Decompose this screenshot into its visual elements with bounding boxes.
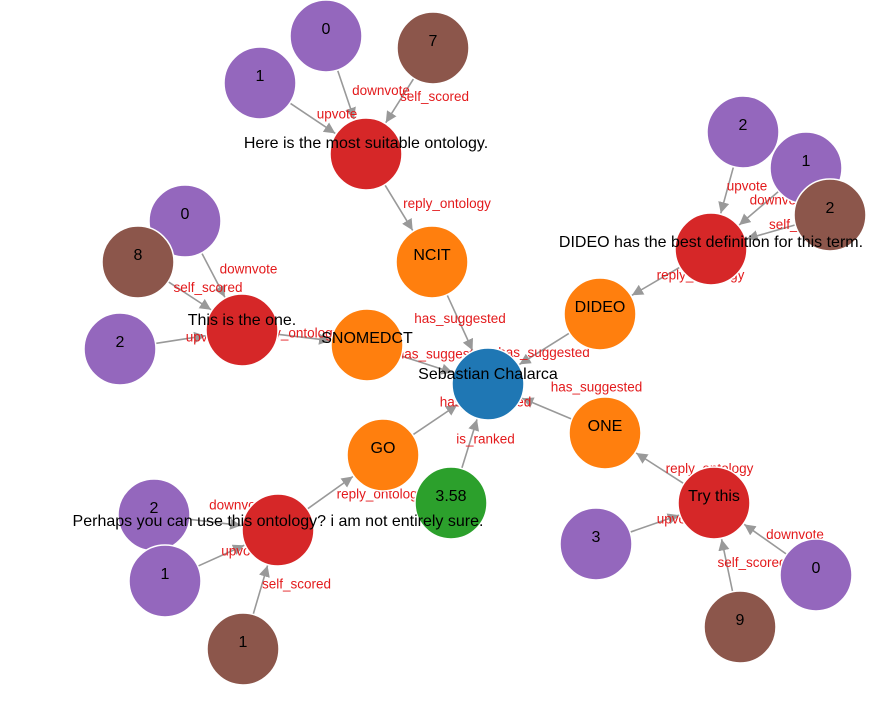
node-label-v3b: 2 — [116, 334, 125, 351]
node-v5a[interactable] — [559, 507, 633, 581]
node-label-v1a: 0 — [322, 21, 331, 38]
edge-label-c1-ncit: reply_ontology — [403, 196, 491, 211]
edge-s3-c3 — [167, 281, 212, 311]
node-v5b[interactable] — [779, 538, 853, 612]
node-s4[interactable] — [206, 612, 280, 686]
node-c2[interactable] — [674, 212, 748, 286]
edge-label-s3-c3: self_scored — [173, 280, 242, 295]
node-score[interactable] — [414, 466, 488, 540]
edge-v3a-c3 — [200, 252, 226, 298]
edge-label-dideo-user: has_suggested — [498, 345, 590, 360]
edge-v4b-c4 — [197, 544, 245, 567]
node-label-score: 3.58 — [435, 488, 466, 505]
node-label-v2b: 1 — [802, 153, 811, 170]
edge-v3b-c3 — [155, 331, 206, 345]
node-text-c5: Try this — [688, 488, 740, 505]
edge-label-v2a-c2: upvote — [727, 179, 768, 194]
edge-go-user — [412, 404, 458, 436]
edge-label-s4-c4: self_scored — [262, 577, 331, 592]
edge-score-user — [460, 419, 480, 469]
edge-label-v3a-c3: downvote — [220, 262, 278, 277]
node-text-c4: Perhaps you can use this ontology? i am … — [73, 513, 484, 530]
edge-label-v1a-c1: downvote — [352, 83, 410, 98]
node-label-v2a: 2 — [739, 117, 748, 134]
edge-label-one-user: has_suggested — [551, 380, 643, 395]
node-label-one: ONE — [588, 418, 623, 435]
node-dideo[interactable] — [563, 277, 637, 351]
nodes-layer — [83, 0, 867, 686]
edge-snomed-user — [401, 355, 454, 375]
node-label-v4a: 2 — [150, 500, 159, 517]
node-label-s4: 1 — [239, 634, 248, 651]
node-v1b[interactable] — [223, 46, 297, 120]
node-v2a[interactable] — [706, 95, 780, 169]
edge-s5-c5 — [718, 539, 734, 592]
node-s2[interactable] — [793, 178, 867, 252]
node-go[interactable] — [346, 418, 420, 492]
edge-c5-one — [635, 452, 685, 485]
node-label-v1b: 1 — [256, 68, 265, 85]
edge-c2-dideo — [631, 266, 681, 296]
node-label-v3a: 0 — [181, 206, 190, 223]
node-label-v5b: 0 — [812, 560, 821, 577]
node-v4b[interactable] — [128, 544, 202, 618]
node-text-user: Sebastian Chalarca — [418, 366, 558, 383]
edge-s4-c4 — [252, 565, 270, 615]
edge-s1-c1 — [385, 78, 415, 124]
edge-label-ncit-user: has_suggested — [414, 311, 506, 326]
node-v3a[interactable] — [148, 184, 222, 258]
edge-label-s5-c5: self_scored — [717, 555, 786, 570]
edge-c3-snomed — [277, 333, 331, 345]
edge-v5a-c5 — [629, 513, 680, 533]
edge-c1-ncit — [384, 184, 414, 231]
node-label-v5a: 3 — [592, 529, 601, 546]
edge-v2a-c2 — [718, 166, 735, 214]
edge-s2-c2 — [746, 224, 796, 242]
node-label-ncit: NCIT — [413, 247, 451, 264]
edge-v1a-c1 — [336, 69, 356, 120]
node-s5[interactable] — [703, 590, 777, 664]
node-label-snomed: SNOMEDCT — [321, 330, 413, 347]
node-label-s1: 7 — [429, 33, 438, 50]
node-label-s5: 9 — [736, 612, 745, 629]
edge-one-user — [521, 397, 573, 420]
edge-label-score-user: is_ranked — [456, 432, 515, 447]
node-v3b[interactable] — [83, 312, 157, 386]
edge-v2b-c2 — [738, 190, 780, 226]
node-text-c1: Here is the most suitable ontology. — [244, 135, 488, 152]
node-label-dideo: DIDEO — [575, 299, 626, 316]
edge-v1b-c1 — [289, 102, 336, 135]
node-user[interactable] — [451, 347, 525, 421]
node-v1a[interactable] — [289, 0, 363, 73]
edge-label-v5b-c5: downvote — [766, 527, 824, 542]
edge-v5b-c5 — [743, 523, 788, 555]
node-text-c3: This is the one. — [188, 312, 297, 329]
node-one[interactable] — [568, 396, 642, 470]
node-label-go: GO — [371, 440, 396, 457]
edge-dideo-user — [518, 332, 570, 366]
node-s3[interactable] — [101, 225, 175, 299]
edge-label-s1-c1: self_scored — [400, 89, 469, 104]
node-c1[interactable] — [329, 117, 403, 191]
node-s1[interactable] — [396, 11, 470, 85]
node-c4[interactable] — [241, 493, 315, 567]
node-c5[interactable] — [677, 466, 751, 540]
edge-label-v1b-c1: upvote — [317, 107, 358, 122]
node-text-c2: DIDEO has the best definition for this t… — [559, 234, 863, 251]
edge-v4a-c4 — [189, 518, 242, 530]
node-c3[interactable] — [205, 293, 279, 367]
edge-label-c4-go: reply_ontology — [337, 487, 425, 502]
node-text-layer: Sebastian Chalarca 3.58 NCIT DIDEO SNOMEDCT G… — [73, 21, 864, 651]
edge-c4-go — [306, 475, 354, 510]
node-label-s3: 8 — [134, 247, 143, 264]
edge-ncit-user — [446, 294, 474, 351]
node-snomed[interactable] — [330, 308, 404, 382]
node-ncit[interactable] — [395, 225, 469, 299]
edges-layer — [155, 69, 796, 615]
node-label-s2: 2 — [826, 200, 835, 217]
node-label-v4b: 1 — [161, 566, 170, 583]
